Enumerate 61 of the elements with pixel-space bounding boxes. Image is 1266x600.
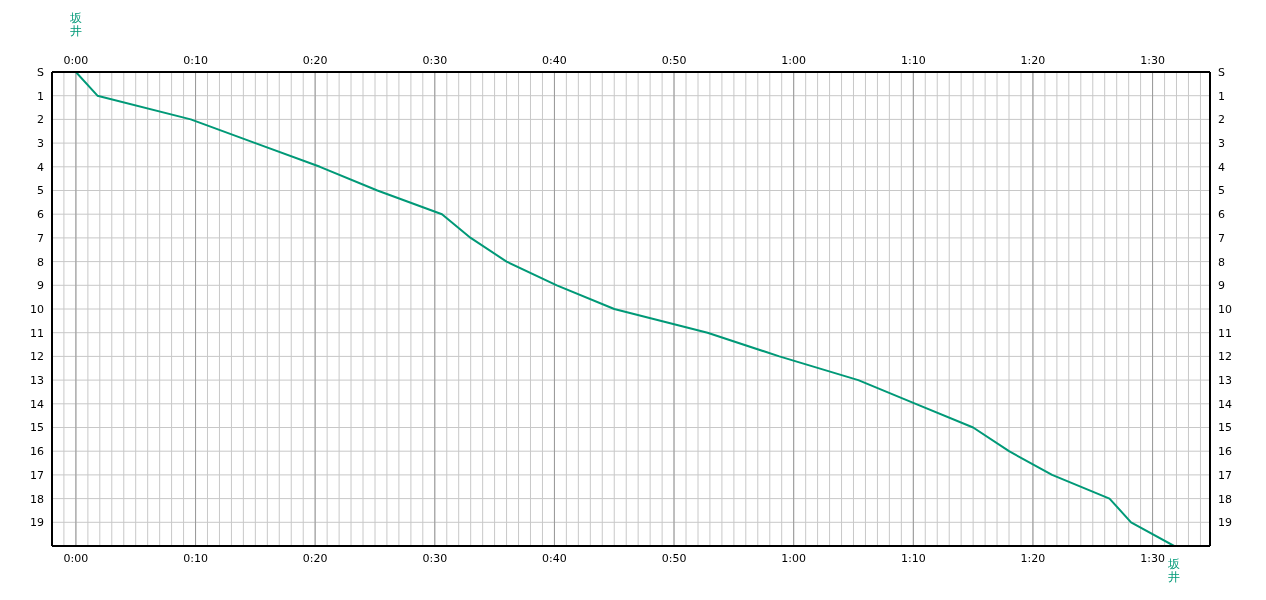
x2-tick-label: 0:10 (183, 54, 208, 67)
category-label: 17 (30, 468, 44, 482)
category-label: 14 (30, 397, 44, 411)
x-tick-label: 1:30 (1140, 551, 1165, 565)
y-tick-label: 12 (1218, 350, 1232, 364)
y-tick-label: 5 (1218, 184, 1225, 198)
y-tick-label: 11 (1218, 326, 1232, 340)
text: 坂井 (68, 11, 82, 38)
category-label: 7 (37, 231, 44, 245)
x-tick-label: 1:10 (900, 551, 926, 565)
y-tick-label: 17 (1218, 468, 1232, 482)
x-tick-label: 1:20 (1020, 551, 1046, 565)
x-tick-label: 0:30 (422, 551, 448, 565)
category-label: 8 (37, 255, 44, 269)
category-label: 18 (30, 492, 44, 506)
category-label: 9 (37, 279, 44, 293)
x-tick-label: 0:50 (661, 551, 687, 565)
category-label: 12 (37, 89, 44, 127)
y-tick-label: 18 (1218, 492, 1232, 506)
category-label: 11 (30, 326, 44, 340)
category-label: 6 (37, 208, 44, 222)
y-tick-label: 9 (1218, 279, 1225, 293)
y-tick-label: 13 (1218, 374, 1232, 388)
y-tick-label: 4 (1218, 160, 1225, 174)
x-tick-label: 0:00 (63, 551, 89, 565)
y-tick-label: 7 (1218, 231, 1225, 245)
category-label: 15 (30, 421, 44, 435)
y-tick-label: 1 (1218, 89, 1225, 103)
x2-tick-label: 1:00 (781, 54, 807, 67)
text: 坂井 (1167, 557, 1181, 584)
category-label: 12 (30, 350, 44, 364)
x-tick-label: 0:10 (183, 551, 208, 565)
x2-tick-label: 0:40 (542, 54, 567, 67)
y-tick-label: 16 (1218, 445, 1232, 459)
x2-tick-label: 1:20 (1020, 54, 1046, 67)
category-label: 13 (30, 374, 44, 388)
category-label: 10 (30, 302, 44, 316)
y-tick-label: 3 (1218, 137, 1225, 151)
y-tick-label: 8 (1218, 255, 1225, 269)
x-tick-label: 1:00 (781, 551, 807, 565)
category-label: 3 (37, 137, 44, 151)
y-tick-label: 19 (1218, 516, 1232, 530)
x2-tick-label: 1:30 (1140, 54, 1165, 67)
category-label: 19 (30, 516, 44, 530)
x2-tick-label: 0:30 (422, 54, 448, 67)
x2-tick-label: 1:10 (900, 54, 926, 67)
x2-tick-label: 0:20 (302, 54, 328, 67)
y-tick-label: 14 (1218, 397, 1232, 411)
category-label: S (37, 65, 44, 79)
x-tick-label: 0:40 (542, 551, 567, 565)
y-tick-label: 2 (1218, 113, 1225, 127)
category-label: 16 (30, 445, 44, 459)
category-label: 4 (37, 160, 44, 174)
y-tick-label: 15 (1218, 421, 1232, 435)
x2-tick-label: 0:50 (661, 54, 687, 67)
y-tick-label: 10 (1218, 302, 1232, 316)
x-tick-label: 0:20 (302, 551, 328, 565)
y-tick-label: S (1218, 65, 1225, 79)
category-label: 5 (37, 184, 44, 198)
y-tick-label: 6 (1218, 208, 1225, 222)
x2-tick-label: 0:00 (63, 54, 89, 67)
